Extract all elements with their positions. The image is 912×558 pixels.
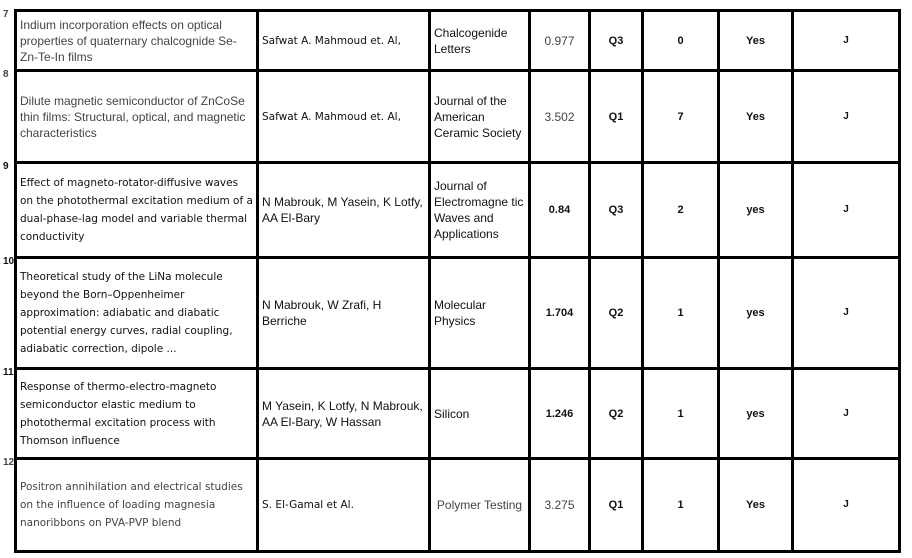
title-cell: 10 Theoretical study of the LiNa molecule… [3, 256, 259, 370]
type-cell: J [791, 161, 901, 259]
impact-factor-cell: 1.246 [528, 367, 591, 460]
citations-cell: 1 [641, 367, 720, 460]
indexed-cell: yes [717, 256, 794, 370]
indexed-cell: Yes [717, 457, 794, 553]
quartile-cell: Q1 [588, 69, 644, 164]
table-row: 10 Theoretical study of the LiNa molecule… [3, 256, 901, 370]
table-row: 8 Dilute magnetic semiconductor of ZnCoSe… [3, 69, 901, 164]
quartile-cell: Q3 [588, 161, 644, 259]
table-row: 9 Effect of magneto-rotator-diffusive wav… [3, 161, 901, 259]
journal-cell: Silicon [428, 367, 531, 460]
paper-title: Theoretical study of the LiNa molecule b… [20, 271, 233, 355]
citations-cell: 7 [641, 69, 720, 164]
citations-cell: 1 [641, 457, 720, 553]
indexed-cell: Yes [717, 69, 794, 164]
authors-cell: N Mabrouk, W Zrafi, H Berriche [256, 256, 431, 370]
quartile-cell: Q1 [588, 457, 644, 553]
journal-cell: Chalcogenide Letters [428, 9, 531, 72]
type-cell: J [791, 256, 901, 370]
citations-cell: 2 [641, 161, 720, 259]
impact-factor-cell: 0.977 [528, 9, 591, 72]
row-number: 10 [3, 256, 15, 267]
row-number: 11 [3, 367, 14, 378]
type-cell: J [791, 9, 901, 72]
impact-factor-cell: 3.502 [528, 69, 591, 164]
row-number: 9 [3, 161, 9, 172]
authors-cell: S. El-Gamal et Al. [256, 457, 431, 553]
row-number: 12 [3, 457, 15, 468]
quartile-cell: Q2 [588, 256, 644, 370]
journal-cell: Molecular Physics [428, 256, 531, 370]
authors-cell: Safwat A. Mahmoud et. Al, [256, 69, 431, 164]
title-cell: 8 Dilute magnetic semiconductor of ZnCoSe… [3, 69, 259, 164]
table-row: 11 Response of thermo-electro-magneto sem… [3, 367, 901, 460]
citations-cell: 1 [641, 256, 720, 370]
indexed-cell: yes [717, 161, 794, 259]
impact-factor-cell: 3.275 [528, 457, 591, 553]
authors-cell: Safwat A. Mahmoud et. Al, [256, 9, 431, 72]
quartile-cell: Q3 [588, 9, 644, 72]
table-body: 7 Indium incorporation effects on optical… [3, 9, 901, 553]
journal-cell: Polymer Testing [428, 457, 531, 553]
quartile-cell: Q2 [588, 367, 644, 460]
title-cell: 11 Response of thermo-electro-magneto sem… [3, 367, 259, 460]
journal-cell: Journal of Electromagne tic Waves and Ap… [428, 161, 531, 259]
impact-factor-cell: 1.704 [528, 256, 591, 370]
paper-title: Positron annihilation and electrical stu… [20, 481, 243, 529]
paper-title: Response of thermo-electro-magneto semic… [20, 380, 217, 447]
type-cell: J [791, 457, 901, 553]
citations-cell: 0 [641, 9, 720, 72]
table-row: 7 Indium incorporation effects on optical… [3, 9, 901, 72]
authors-cell: M Yasein, K Lotfy, N Mabrouk, AA El-Bary… [256, 367, 431, 460]
publications-table: 7 Indium incorporation effects on optical… [3, 9, 901, 553]
paper-title: Indium incorporation effects on optical … [20, 17, 237, 64]
row-number: 8 [3, 69, 9, 80]
type-cell: J [791, 367, 901, 460]
title-cell: 12 Positron annihilation and electrical s… [3, 457, 259, 553]
indexed-cell: yes [717, 367, 794, 460]
type-cell: J [791, 69, 901, 164]
impact-factor-cell: 0.84 [528, 161, 591, 259]
title-cell: 7 Indium incorporation effects on optical… [3, 9, 259, 72]
authors-cell: N Mabrouk, M Yasein, K Lotfy, AA El-Bary [256, 161, 431, 259]
paper-title: Dilute magnetic semiconductor of ZnCoSe … [20, 93, 246, 140]
title-cell: 9 Effect of magneto-rotator-diffusive wav… [3, 161, 259, 259]
table-row: 12 Positron annihilation and electrical s… [3, 457, 901, 553]
paper-title: Effect of magneto-rotator-diffusive wave… [20, 177, 253, 243]
journal-cell: Journal of the American Ceramic Society [428, 69, 531, 164]
indexed-cell: Yes [717, 9, 794, 72]
row-number: 7 [3, 9, 9, 20]
